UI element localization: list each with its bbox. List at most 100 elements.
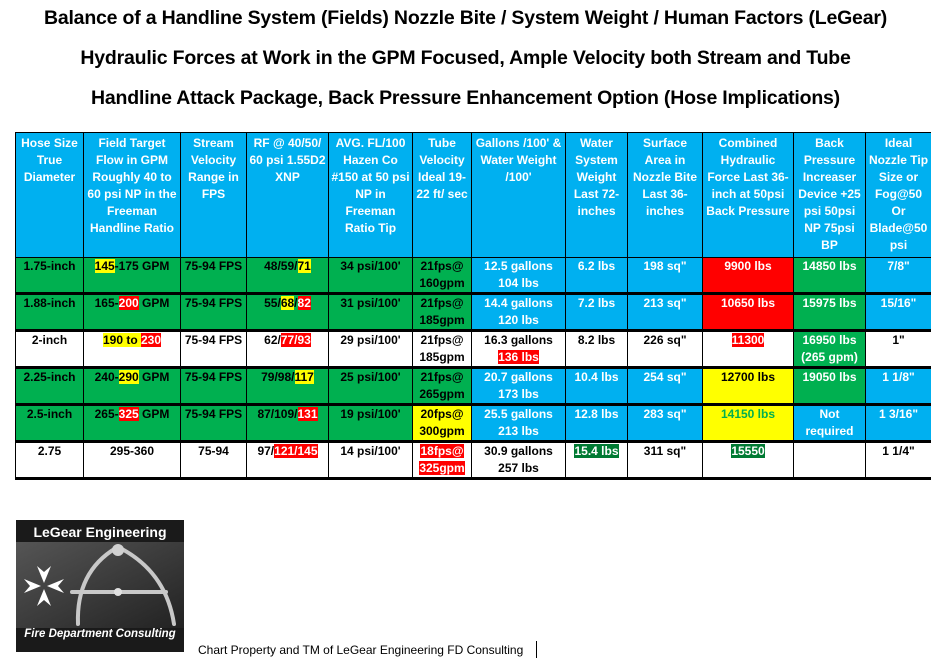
tube-highlight-2: 325gpm: [419, 461, 465, 475]
cell-friction-loss: 34 psi/100': [328, 257, 413, 295]
header-gallons-weight: Gallons /100' & Water Weight /100': [471, 132, 566, 258]
title-line-1: Balance of a Handline System (Fields) No…: [43, 7, 888, 29]
cell-combined: 10650 lbs: [702, 293, 794, 332]
gallons-line: 14.4 gallons: [484, 296, 553, 310]
rf-text: 48/59/: [264, 259, 298, 273]
cell-gallons: 14.4 gallons 120 lbs: [471, 293, 566, 332]
text-cursor: [536, 641, 537, 658]
rf-highlight: 131: [297, 407, 318, 421]
cell-hose: 2.25-inch: [15, 367, 84, 406]
rf-text: 55/: [264, 296, 281, 310]
table-row: 1.88-inch 165-200 GPM 75-94 FPS 55/68/82…: [15, 293, 931, 332]
tube-line-1: 21fps@: [420, 259, 464, 273]
cell-hose: 2.5-inch: [15, 404, 84, 443]
flow-highlight-yellow: 190 to: [102, 333, 141, 347]
cell-combined: 11300: [702, 330, 794, 369]
footer-note: Chart Property and TM of LeGear Engineer…: [198, 643, 524, 657]
cell-tube: 21fps@ 185gpm: [412, 293, 472, 332]
table-row: 2.25-inch 240-290 GPM 75-94 FPS 79/98/11…: [15, 367, 931, 406]
cell-tube: 21fps@ 185gpm: [412, 330, 472, 369]
cell-friction-loss: 29 psi/100': [328, 330, 413, 369]
cell-tip: 15/16": [865, 293, 931, 332]
tube-line-2: 160gpm: [419, 276, 465, 290]
title-line-2: Hydraulic Forces at Work in the GPM Focu…: [80, 47, 851, 69]
cell-velocity: 75-94 FPS: [180, 330, 247, 369]
logo-title: LeGear Engineering: [33, 524, 167, 540]
cell-hose: 1.75-inch: [15, 257, 84, 295]
cell-back-pressure: 14850 lbs: [793, 257, 866, 295]
tube-line-2: 185gpm: [419, 313, 465, 327]
flow-highlight-red: 230: [140, 333, 162, 347]
rf-text: 87/109/: [257, 407, 298, 421]
caliper-cross-icon: [16, 542, 184, 628]
rf-text: 97/: [257, 444, 275, 458]
cell-rf: 48/59/71: [246, 257, 329, 295]
tube-line-2: 185gpm: [419, 350, 465, 364]
cell-flow: 165-200 GPM: [83, 293, 181, 332]
header-reaction-force: RF @ 40/50/ 60 psi 1.55D2 XNP: [246, 132, 329, 258]
flow-text: -175 GPM: [114, 259, 170, 273]
header-back-pressure: Back Pressure Increaser Device +25 psi 5…: [793, 132, 866, 258]
flow-unit: GPM: [138, 370, 170, 384]
title-line-3: Handline Attack Package, Back Pressure E…: [91, 87, 840, 109]
cell-surface: 311 sq": [627, 441, 703, 480]
header-nozzle-tip: Ideal Nozzle Tip Size or Fog@50 Or Blade…: [865, 132, 931, 258]
cell-combined: 15550: [702, 441, 794, 480]
cell-rf: 55/68/82: [246, 293, 329, 332]
tube-line-1: 20fps@: [420, 407, 464, 421]
tube-line-1: 21fps@: [420, 370, 464, 384]
cell-combined: 9900 lbs: [702, 257, 794, 295]
cell-velocity: 75-94 FPS: [180, 404, 247, 443]
cell-velocity: 75-94 FPS: [180, 367, 247, 406]
flow-unit: GPM: [138, 296, 170, 310]
rf-highlight-yellow: 68: [280, 296, 295, 310]
cell-flow: 190 to 230: [83, 330, 181, 369]
weight-line: 104 lbs: [498, 276, 539, 290]
cell-tip: 1 3/16": [865, 404, 931, 443]
cell-water-weight: 10.4 lbs: [565, 367, 628, 406]
tube-line-1: 21fps@: [420, 333, 464, 347]
cell-tube: 21fps@ 265gpm: [412, 367, 472, 406]
cell-hose: 2.75: [15, 441, 84, 480]
cell-water-weight: 8.2 lbs: [565, 330, 628, 369]
table-row: 2.75 295-360 75-94 97/121/145 14 psi/100…: [15, 441, 931, 480]
table-row: 2-inch 190 to 230 75-94 FPS 62/77/93 29 …: [15, 330, 931, 369]
cell-gallons: 16.3 gallons 136 lbs: [471, 330, 566, 369]
cell-back-pressure: 15975 lbs: [793, 293, 866, 332]
cell-rf: 62/77/93: [246, 330, 329, 369]
tube-line-1: 21fps@: [420, 296, 464, 310]
cell-velocity: 75-94: [180, 441, 247, 480]
header-surface-area: Surface Area in Nozzle Bite Last 36-inch…: [627, 132, 703, 258]
logo-subtitle: Fire Department Consulting: [24, 628, 176, 640]
cell-back-pressure: 19050 lbs: [793, 367, 866, 406]
tube-highlight-1: 18fps@: [420, 444, 464, 458]
gallons-line: 20.7 gallons: [484, 370, 553, 384]
header-tube-velocity: Tube Velocity Ideal 19-22 ft/ sec: [412, 132, 472, 258]
gallons-line: 16.3 gallons: [484, 333, 553, 347]
rf-highlight-red: 77/93: [280, 333, 311, 347]
header-friction-loss: AVG. FL/100 Hazen Co #150 at 50 psi NP i…: [328, 132, 413, 258]
cell-rf: 97/121/145: [246, 441, 329, 480]
rf-text: 79/98/: [261, 370, 295, 384]
tube-line-2: 265gpm: [419, 387, 465, 401]
cell-water-weight: 6.2 lbs: [565, 257, 628, 295]
water-weight-highlight: 15.4 lbs: [574, 444, 619, 458]
cell-friction-loss: 31 psi/100': [328, 293, 413, 332]
cell-tip: 1 1/8": [865, 367, 931, 406]
legear-logo: LeGear Engineering Fire Department Consu…: [16, 520, 184, 652]
combined-highlight-red: 11300: [731, 333, 765, 347]
rf-highlight-red: 121/145: [274, 444, 318, 458]
cell-tube: 18fps@ 325gpm: [412, 441, 472, 480]
flow-highlight: 200: [118, 296, 139, 310]
table-row: 2.5-inch 265-325 GPM 75-94 FPS 87/109/13…: [15, 404, 931, 443]
cell-friction-loss: 25 psi/100': [328, 367, 413, 406]
gallons-line: 12.5 gallons: [484, 259, 553, 273]
combined-highlight-green: 15550: [731, 444, 765, 458]
header-stream-velocity: Stream Velocity Range in FPS: [180, 132, 247, 258]
header-combined-force: Combined Hydraulic Force Last 36-inch at…: [702, 132, 794, 258]
cell-gallons: 12.5 gallons 104 lbs: [471, 257, 566, 295]
cell-velocity: 75-94 FPS: [180, 293, 247, 332]
cell-flow: 265-325 GPM: [83, 404, 181, 443]
cell-surface: 226 sq": [627, 330, 703, 369]
gallons-line: 25.5 gallons: [484, 407, 553, 421]
